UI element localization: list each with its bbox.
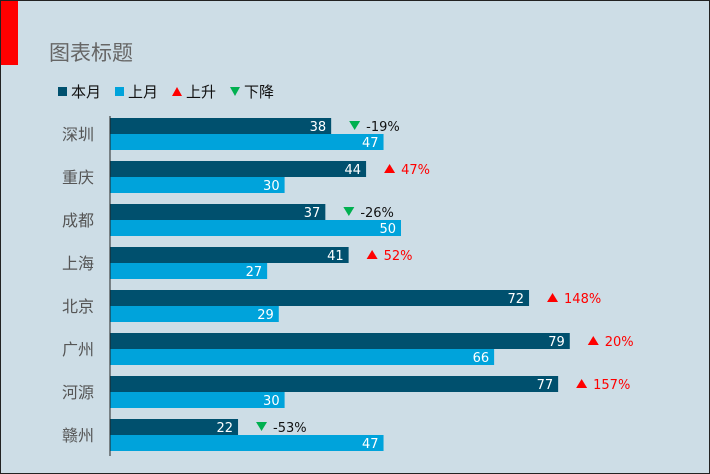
bar-this-month	[110, 333, 570, 349]
data-label: 50	[379, 222, 396, 237]
category-label: 广州	[62, 340, 94, 359]
legend-label: 下降	[244, 83, 275, 101]
legend-item-this-month: 本月	[58, 81, 101, 102]
data-label: 47	[362, 437, 379, 452]
bar-this-month	[110, 290, 530, 306]
category-label: 上海	[62, 254, 94, 273]
change-label: 47%	[401, 163, 430, 178]
data-label: 27	[246, 265, 263, 280]
change-label: 52%	[384, 249, 413, 264]
legend: 本月 上月 上升 下降	[58, 81, 274, 102]
legend-label: 本月	[71, 83, 102, 101]
data-label: 37	[304, 206, 321, 221]
data-label: 30	[263, 394, 280, 409]
chart-title: 图表标题	[49, 41, 133, 65]
triangle-up-icon	[172, 87, 183, 96]
bar-last-month	[110, 392, 285, 408]
bar-last-month	[110, 177, 285, 193]
bar-this-month	[110, 118, 332, 134]
triangle-down-icon	[349, 121, 361, 130]
bar-this-month	[110, 376, 559, 392]
triangle-up-icon	[366, 250, 378, 259]
legend-label: 上升	[186, 83, 217, 101]
category-label: 深圳	[62, 125, 94, 144]
change-label: 148%	[564, 292, 601, 307]
data-label: 22	[216, 421, 233, 436]
bar-last-month	[110, 263, 268, 279]
triangle-down-icon	[256, 422, 268, 431]
data-label: 72	[507, 292, 524, 307]
bar-last-month	[110, 306, 279, 322]
category-label: 赣州	[62, 426, 94, 445]
data-label: 77	[537, 378, 554, 393]
change-label: -19%	[366, 120, 400, 135]
triangle-up-icon	[576, 379, 588, 388]
data-label: 41	[327, 249, 344, 264]
triangle-up-icon	[384, 164, 396, 173]
change-label: 20%	[605, 335, 634, 350]
accent-bar	[1, 1, 18, 65]
bar-last-month	[110, 349, 495, 365]
category-label: 重庆	[62, 168, 94, 187]
bar-last-month	[110, 220, 401, 236]
legend-label: 上月	[128, 83, 159, 101]
category-label: 成都	[62, 211, 94, 230]
bar-this-month	[110, 247, 349, 263]
legend-item-up: 上升	[172, 81, 216, 102]
triangle-up-icon	[587, 336, 599, 345]
data-label: 79	[548, 335, 565, 350]
bar-last-month	[110, 435, 384, 451]
change-label: -26%	[360, 206, 394, 221]
data-label: 29	[257, 308, 274, 323]
data-label: 38	[310, 120, 327, 135]
category-label: 河源	[62, 383, 94, 402]
bar-this-month	[110, 419, 239, 435]
change-label: -53%	[273, 421, 307, 436]
square-icon	[58, 87, 67, 96]
category-label: 北京	[62, 297, 94, 316]
triangle-down-icon	[230, 87, 241, 96]
change-label: 157%	[593, 378, 630, 393]
data-label: 66	[473, 351, 490, 366]
bar-this-month	[110, 204, 326, 220]
triangle-up-icon	[547, 293, 559, 302]
legend-item-last-month: 上月	[115, 81, 158, 102]
legend-item-down: 下降	[230, 81, 274, 102]
data-label: 30	[263, 179, 280, 194]
data-label: 47	[362, 136, 379, 151]
bar-last-month	[110, 134, 384, 150]
bar-this-month	[110, 161, 367, 177]
square-icon	[115, 87, 125, 96]
triangle-down-icon	[343, 207, 355, 216]
data-label: 44	[345, 163, 362, 178]
